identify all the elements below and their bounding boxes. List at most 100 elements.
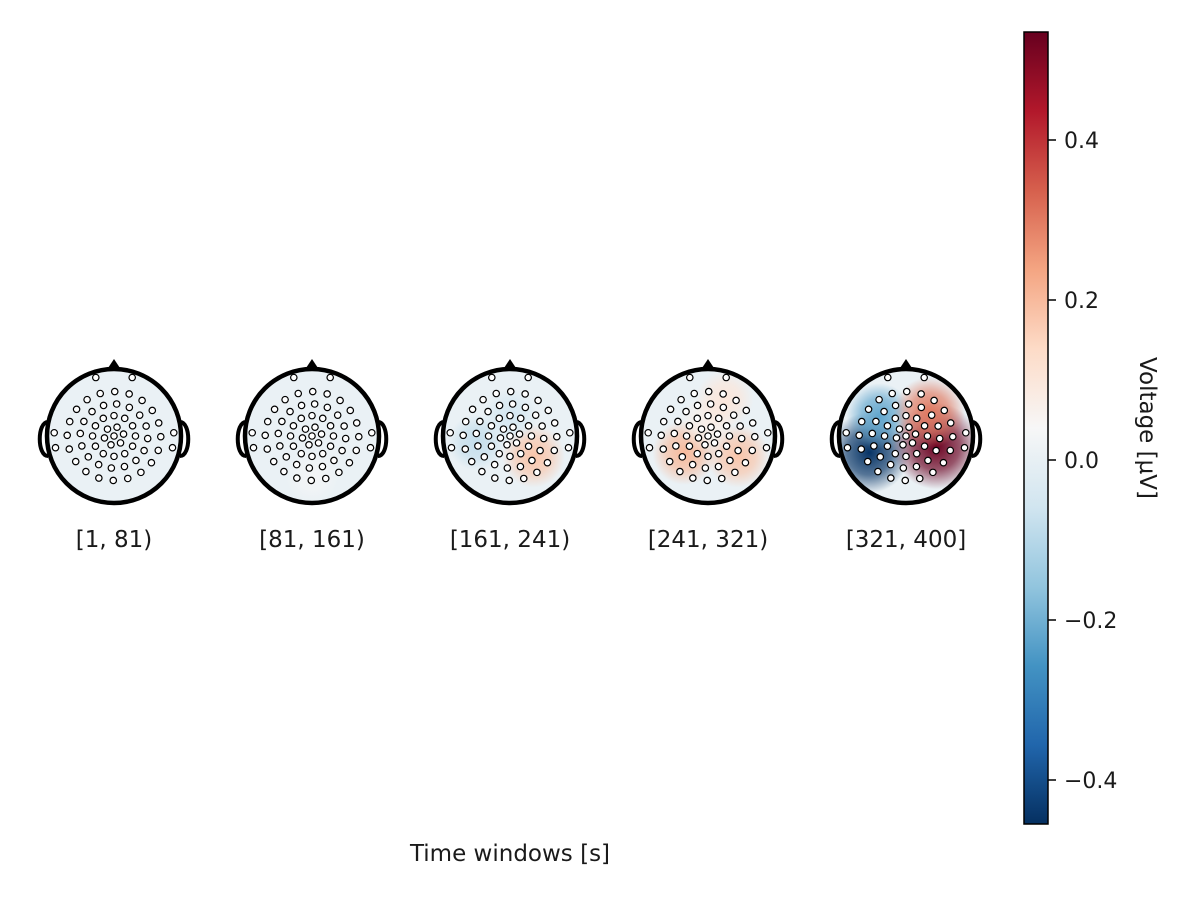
electrode-marker xyxy=(78,442,86,450)
electrode-marker xyxy=(682,432,691,440)
left-ear-shape xyxy=(433,420,445,458)
electrode-marker xyxy=(876,453,885,461)
electrode-marker xyxy=(346,406,355,415)
electrode-marker xyxy=(503,464,512,472)
electrode-marker xyxy=(693,414,702,423)
electrode-marker xyxy=(706,400,715,408)
electrode-marker xyxy=(725,432,734,440)
electrode-marker xyxy=(352,446,361,455)
electrode-marker xyxy=(912,449,921,458)
electrode-marker xyxy=(741,458,750,467)
electrode-marker xyxy=(887,474,895,482)
electrode-marker xyxy=(891,414,900,423)
electrode-marker xyxy=(544,406,553,415)
electrode-marker xyxy=(367,428,376,437)
electrode-marker xyxy=(920,442,929,450)
electrode-marker xyxy=(476,417,484,426)
electrode-marker xyxy=(321,474,330,483)
electrode-marker xyxy=(318,414,327,423)
electrode-marker xyxy=(512,439,521,447)
electrode-marker xyxy=(249,443,258,452)
electrode-marker xyxy=(704,411,712,420)
electrode-marker xyxy=(495,414,504,423)
electrode-marker xyxy=(132,456,140,465)
electrode-marker xyxy=(478,467,486,476)
electrode-marker xyxy=(76,429,85,438)
x-axis-label: Time windows [s] xyxy=(409,841,610,867)
right-ear-shape xyxy=(773,420,785,458)
electrode-marker xyxy=(290,373,298,382)
right-ear-shape xyxy=(575,420,587,458)
electrode-marker xyxy=(137,468,145,477)
electrode-marker xyxy=(366,443,375,452)
electrode-marker xyxy=(682,407,690,416)
electrode-marker xyxy=(689,474,697,482)
electrode-marker xyxy=(892,434,901,442)
electrode-marker xyxy=(280,467,288,476)
head-outline xyxy=(242,366,382,506)
colorbar-tick-label: 0.0 xyxy=(1064,449,1099,474)
electrode-marker xyxy=(505,476,514,485)
electrode-marker xyxy=(929,468,937,477)
electrode-marker xyxy=(354,432,363,441)
electrode-marker xyxy=(678,453,687,461)
electrode-marker xyxy=(506,432,514,440)
electrode-marker xyxy=(899,441,907,449)
electrode-marker xyxy=(946,446,955,455)
electrode-marker xyxy=(685,442,694,450)
electrode-marker xyxy=(131,432,140,440)
electrode-marker xyxy=(539,434,548,443)
electrode-marker xyxy=(516,414,525,423)
electrode-marker xyxy=(490,460,499,469)
electrode-marker xyxy=(168,443,177,452)
colorbar-tick-label: 0.4 xyxy=(1064,129,1099,154)
time-window-label: [81, 161) xyxy=(259,527,365,553)
electrode-marker xyxy=(737,434,746,443)
electrode-marker xyxy=(289,422,298,430)
electrode-marker xyxy=(492,389,501,398)
electrode-marker xyxy=(269,457,278,466)
head-outline xyxy=(638,366,778,506)
electrode-marker xyxy=(891,449,900,458)
electrode-marker xyxy=(298,434,307,442)
electrode-marker xyxy=(107,464,116,472)
electrode-marker xyxy=(92,373,100,382)
electrode-marker xyxy=(564,443,573,452)
electrode-marker xyxy=(920,373,928,382)
head-outline xyxy=(44,366,184,506)
head-outline xyxy=(836,366,976,506)
electrode-marker xyxy=(248,428,257,437)
electrode-marker xyxy=(99,414,108,423)
electrode-marker xyxy=(920,422,929,430)
electrode-marker xyxy=(524,422,533,430)
electrode-marker xyxy=(677,395,685,404)
electrode-marker xyxy=(917,390,925,398)
electrode-marker xyxy=(135,411,144,419)
electrode-marker xyxy=(123,474,132,483)
electrode-marker xyxy=(886,460,895,469)
electrode-marker xyxy=(338,446,346,455)
electrode-marker xyxy=(722,442,731,450)
electrode-marker xyxy=(714,414,723,423)
electrode-marker xyxy=(701,441,709,449)
electrode-marker xyxy=(868,429,877,438)
electrode-marker xyxy=(686,373,694,382)
electrode-marker xyxy=(169,428,178,437)
electrode-marker xyxy=(138,396,146,405)
electrode-marker xyxy=(843,443,852,452)
electrode-marker xyxy=(506,387,515,396)
electrode-marker xyxy=(65,445,74,453)
electrode-marker xyxy=(750,432,759,441)
electrode-marker xyxy=(731,468,739,477)
electrode-marker xyxy=(524,373,532,382)
electrode-marker xyxy=(704,452,712,461)
electrode-marker xyxy=(732,396,740,405)
electrode-marker xyxy=(742,406,751,415)
right-ear-shape xyxy=(377,420,389,458)
electrode-marker xyxy=(704,387,713,396)
electrode-marker xyxy=(99,449,108,458)
electrode-marker xyxy=(326,422,335,430)
electrode-marker xyxy=(714,449,723,458)
electrode-marker xyxy=(474,442,482,450)
